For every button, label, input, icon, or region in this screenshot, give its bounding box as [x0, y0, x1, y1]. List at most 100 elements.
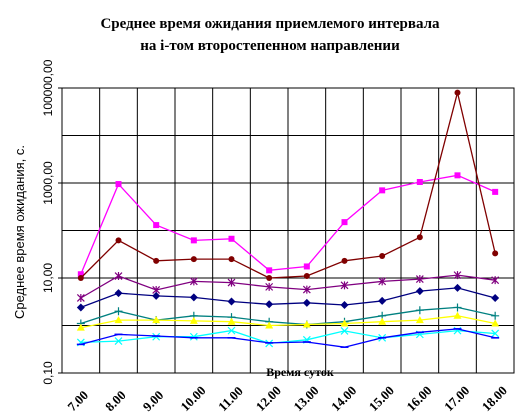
data-point	[416, 234, 423, 241]
data-point	[265, 321, 274, 329]
data-point	[303, 263, 310, 270]
data-point	[153, 222, 160, 229]
data-point	[114, 337, 123, 345]
data-point	[491, 319, 500, 327]
data-point	[379, 253, 386, 260]
y-tick-label: 10,00	[41, 263, 55, 293]
series-line	[80, 274, 496, 299]
x-tick-label: 11.00	[215, 383, 246, 414]
data-point	[453, 311, 462, 319]
chart-title-line-2: на i-том второстепенном направлении	[140, 38, 400, 54]
x-tick-label: 15.00	[366, 383, 397, 414]
data-point	[115, 237, 122, 244]
data-point	[454, 172, 461, 179]
series-line	[80, 306, 496, 326]
x-tick-label: 8.00	[102, 387, 129, 414]
data-point	[114, 289, 123, 298]
data-point	[190, 237, 197, 244]
series-line	[80, 315, 496, 329]
series-line	[80, 287, 496, 309]
data-point	[341, 257, 348, 264]
x-tick-label: 17.00	[441, 383, 472, 414]
data-point	[341, 219, 348, 226]
data-point	[265, 282, 274, 291]
data-point	[266, 267, 273, 274]
x-axis-ticks: 7.00 8.00 9.00 10.00 11.00 12.00 13.00 14.00 15.…	[64, 383, 510, 414]
data-point	[189, 316, 198, 324]
series-group	[76, 89, 500, 348]
data-point	[227, 317, 236, 325]
data-point	[379, 187, 386, 194]
data-point	[153, 257, 160, 264]
data-point	[378, 317, 387, 325]
data-point	[76, 323, 85, 331]
data-point	[340, 326, 349, 335]
data-point	[491, 329, 500, 338]
data-point	[491, 311, 500, 320]
x-tick-label: 12.00	[253, 383, 284, 414]
data-point	[453, 271, 462, 280]
x-tick-label: 7.00	[64, 387, 91, 414]
data-point	[340, 281, 349, 290]
y-tick-label: 1000,00	[41, 161, 55, 205]
series-line	[80, 92, 496, 279]
data-point	[302, 320, 311, 328]
x-tick-label: 18.00	[479, 383, 510, 414]
data-point	[492, 250, 499, 257]
series-line	[80, 329, 496, 345]
data-point	[228, 235, 235, 242]
data-point	[491, 276, 500, 285]
data-point	[77, 275, 84, 281]
data-point	[378, 296, 387, 305]
data-point	[454, 89, 461, 96]
data-point	[115, 181, 122, 188]
data-point	[453, 303, 462, 312]
x-tick-label: 14.00	[328, 383, 359, 414]
y-axis-label: Среднее время ожидания, с.	[12, 145, 27, 319]
x-tick-label: 13.00	[290, 383, 321, 414]
data-point	[492, 188, 499, 195]
x-axis-label: Время суток	[266, 365, 334, 379]
chart-title-line-1: Среднее время ожидания приемлемого интер…	[100, 16, 440, 32]
data-point	[378, 277, 387, 286]
series-line	[80, 328, 496, 348]
data-point	[491, 293, 500, 302]
x-tick-label: 9.00	[140, 387, 167, 414]
data-point	[189, 293, 198, 302]
x-tick-label: 16.00	[403, 383, 434, 414]
data-point	[453, 283, 462, 292]
data-point	[77, 271, 84, 278]
data-point	[227, 278, 236, 287]
data-point	[340, 319, 349, 327]
data-point	[415, 287, 424, 296]
data-point	[415, 306, 424, 315]
data-point	[152, 291, 161, 300]
data-point	[114, 272, 123, 281]
grid	[62, 88, 514, 373]
data-point	[302, 285, 311, 294]
y-tick-label: 0,10	[41, 361, 55, 385]
data-point	[152, 316, 161, 324]
data-point	[266, 275, 273, 281]
series-line	[80, 174, 496, 275]
data-point	[340, 301, 349, 310]
data-point	[303, 273, 310, 280]
plot-area	[61, 87, 515, 374]
data-point	[227, 297, 236, 306]
y-tick-label: 100000,00	[41, 59, 55, 116]
data-point	[114, 316, 123, 324]
data-point	[76, 293, 85, 302]
data-point	[190, 256, 197, 263]
data-point	[189, 277, 198, 286]
data-point	[265, 300, 274, 309]
data-point	[415, 316, 424, 324]
data-point	[189, 332, 198, 341]
data-point	[227, 326, 236, 335]
data-point	[76, 303, 85, 312]
data-point	[416, 178, 423, 185]
y-axis-ticks: 0,10 10,00 1000,00 100000,00	[41, 59, 62, 385]
x-tick-label: 10.00	[177, 383, 208, 414]
data-point	[415, 275, 424, 284]
data-point	[228, 256, 235, 263]
